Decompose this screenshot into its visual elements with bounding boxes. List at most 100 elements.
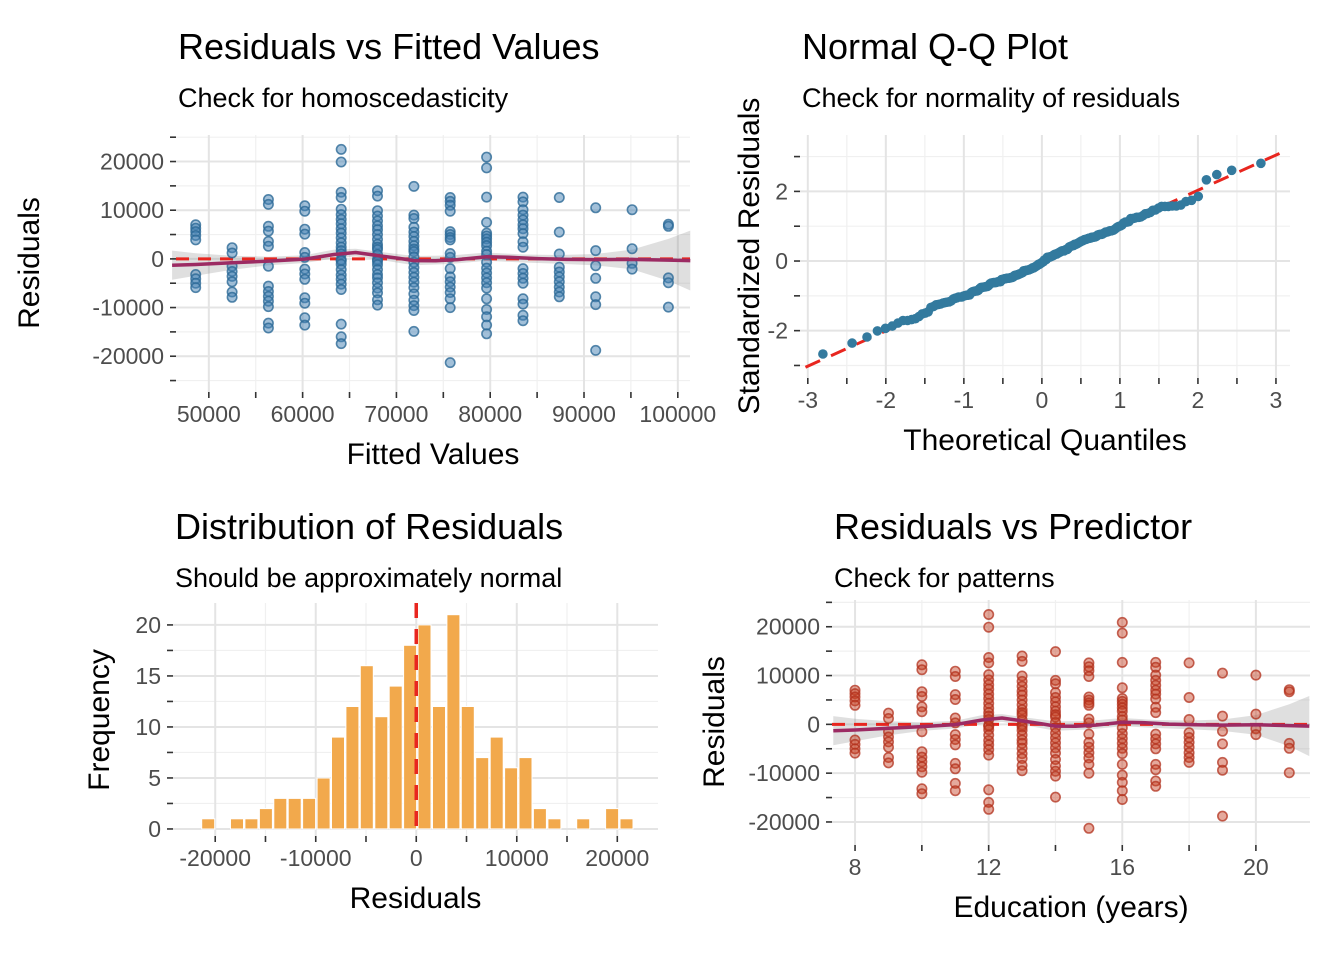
data-point bbox=[1150, 661, 1162, 673]
x-tick-label: 1 bbox=[1114, 387, 1127, 413]
data-point bbox=[1183, 692, 1195, 704]
data-point bbox=[553, 248, 565, 260]
data-point bbox=[1049, 646, 1061, 658]
data-point bbox=[262, 225, 274, 237]
y-tick-label: 10000 bbox=[756, 663, 820, 689]
data-point bbox=[190, 234, 202, 246]
x-tick-label: 70000 bbox=[364, 401, 428, 427]
data-point bbox=[1183, 756, 1195, 768]
data-point bbox=[1016, 655, 1028, 667]
histogram-bar bbox=[475, 757, 490, 830]
histogram-bar bbox=[432, 706, 446, 830]
data-point bbox=[590, 245, 602, 257]
y-tick-label: 2 bbox=[775, 178, 788, 204]
histogram-bar bbox=[287, 797, 302, 830]
data-point bbox=[949, 785, 961, 797]
x-tick-label: 60000 bbox=[271, 401, 335, 427]
data-point bbox=[1150, 743, 1162, 755]
data-point bbox=[1250, 708, 1262, 720]
data-point bbox=[226, 247, 238, 259]
data-point bbox=[262, 240, 274, 252]
plot-title: Distribution of Residuals bbox=[175, 506, 564, 547]
data-point bbox=[1083, 671, 1095, 683]
data-point bbox=[1150, 707, 1162, 719]
data-point bbox=[444, 293, 456, 305]
data-point bbox=[983, 609, 995, 621]
y-tick-label: 0 bbox=[775, 248, 788, 274]
y-tick-label: 10 bbox=[135, 714, 161, 740]
data-point bbox=[444, 234, 456, 246]
data-point bbox=[226, 276, 238, 288]
data-point bbox=[1226, 165, 1237, 176]
data-point bbox=[1116, 758, 1128, 770]
histogram-bar bbox=[518, 757, 533, 830]
histogram-bar bbox=[417, 624, 432, 830]
histogram-bar bbox=[374, 716, 389, 830]
data-point bbox=[335, 283, 347, 295]
data-point bbox=[916, 706, 928, 718]
x-axis-label: Residuals bbox=[349, 882, 482, 915]
data-point bbox=[1216, 710, 1228, 722]
data-point bbox=[481, 282, 493, 294]
data-point bbox=[1256, 158, 1266, 169]
data-point bbox=[590, 272, 602, 284]
data-point bbox=[481, 151, 493, 163]
data-point bbox=[983, 657, 995, 669]
data-point bbox=[662, 301, 674, 313]
axis-ticks: 8 12 16 20 -20000 -10000 0 10000 20000 bbox=[748, 601, 1269, 880]
data-point bbox=[481, 162, 493, 174]
data-point bbox=[949, 739, 961, 751]
data-point bbox=[299, 273, 311, 285]
data-point bbox=[299, 205, 311, 217]
data-point bbox=[553, 192, 565, 204]
histogram-bar bbox=[331, 736, 345, 830]
page-title: Residuals vs Fitted Values bbox=[178, 26, 600, 67]
data-point bbox=[1116, 656, 1128, 668]
histogram-bar bbox=[316, 777, 331, 830]
data-point bbox=[1150, 693, 1162, 705]
data-point bbox=[983, 803, 995, 815]
data-point bbox=[481, 328, 493, 340]
histogram-bar bbox=[273, 797, 288, 830]
x-axis-label: Theoretical Quantiles bbox=[903, 424, 1187, 457]
histogram-bar bbox=[388, 685, 403, 830]
data-point bbox=[553, 291, 565, 303]
axis-ticks: -3 -2 -1 0 1 2 3 -2 0 2 bbox=[768, 155, 1283, 413]
data-point bbox=[916, 691, 928, 703]
x-tick-label: 20000 bbox=[585, 845, 649, 871]
data-point bbox=[335, 156, 347, 168]
data-point bbox=[299, 319, 311, 331]
y-tick-label: -20000 bbox=[748, 809, 820, 835]
data-point bbox=[1283, 742, 1295, 754]
points-group bbox=[849, 609, 1295, 834]
data-point bbox=[626, 204, 638, 216]
axis-ticks: 50000 60000 70000 80000 90000 100000-20000-10… bbox=[92, 136, 716, 427]
y-tick-label: -2 bbox=[768, 318, 788, 344]
data-point bbox=[1216, 810, 1228, 822]
data-point bbox=[335, 338, 347, 350]
data-point bbox=[590, 260, 602, 272]
data-point bbox=[626, 243, 638, 255]
data-point bbox=[818, 349, 828, 359]
data-point bbox=[226, 291, 238, 303]
data-point bbox=[590, 202, 602, 214]
data-point bbox=[1116, 793, 1128, 805]
x-tick-label: 20 bbox=[1243, 854, 1269, 880]
y-tick-label: 5 bbox=[148, 765, 161, 791]
y-tick-label: -10000 bbox=[92, 295, 164, 321]
data-point bbox=[983, 749, 995, 761]
axis-ticks: -20000 -10000 0 10000 20000 0 5 10 15 20 bbox=[135, 612, 649, 871]
data-point bbox=[1016, 765, 1028, 777]
data-point bbox=[371, 190, 383, 202]
data-point bbox=[481, 191, 493, 203]
plot-subtitle: Check for patterns bbox=[834, 563, 1055, 593]
data-point bbox=[883, 741, 895, 753]
x-tick-label: 8 bbox=[849, 854, 862, 880]
data-point bbox=[1049, 791, 1061, 803]
plot-residuals-vs-predictor: Residuals vs Predictor Check for pattern… bbox=[672, 480, 1344, 960]
data-point bbox=[1116, 776, 1128, 788]
residuals-vs-fitted-panel: 50000 60000 70000 80000 90000 100000-20000-10… bbox=[92, 135, 716, 427]
x-tick-label: 3 bbox=[1270, 387, 1283, 413]
y-tick-label: -10000 bbox=[748, 760, 820, 786]
